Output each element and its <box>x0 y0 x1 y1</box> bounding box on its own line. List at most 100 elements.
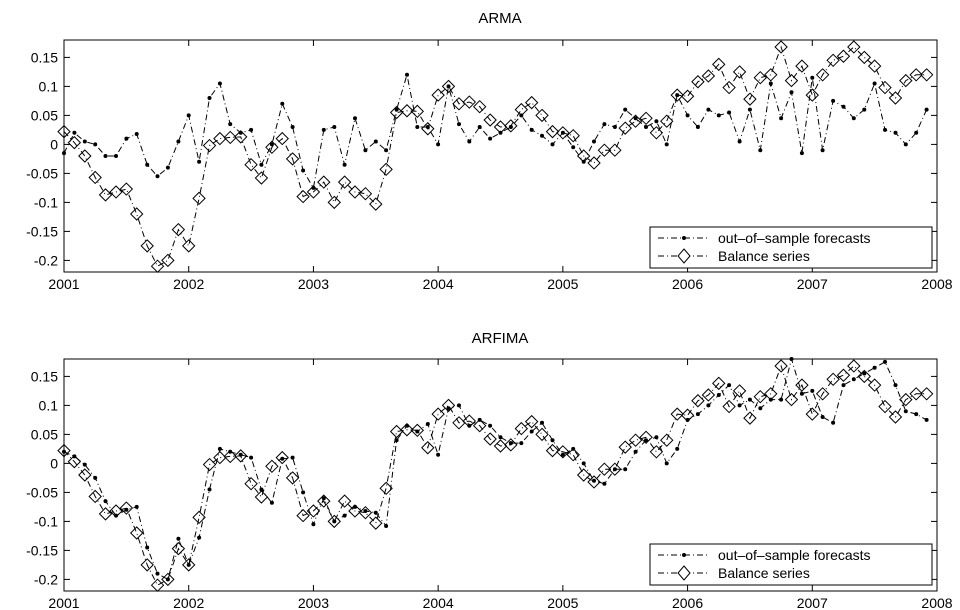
data-point <box>145 162 150 167</box>
data-point <box>857 369 871 384</box>
data-point <box>165 577 170 582</box>
legend-balance-marker <box>677 565 691 581</box>
data-point <box>176 536 181 541</box>
data-point <box>540 420 544 425</box>
x-tick-label: 2001 <box>48 595 79 610</box>
data-point <box>618 440 632 454</box>
data-point <box>727 110 732 115</box>
data-point <box>217 81 222 86</box>
y-tick-label: 0.1 <box>39 78 59 94</box>
data-point <box>737 403 742 408</box>
data-point <box>384 524 389 528</box>
data-point <box>768 81 773 86</box>
data-point <box>358 505 373 520</box>
data-point <box>893 130 898 135</box>
data-point <box>269 142 274 147</box>
data-point <box>514 102 529 117</box>
x-tick-label: 2004 <box>423 276 454 292</box>
x-tick-label: 2007 <box>797 595 828 610</box>
data-point <box>176 139 181 144</box>
data-point <box>836 368 851 382</box>
data-point <box>623 107 628 112</box>
data-point <box>867 59 882 73</box>
data-point <box>217 446 222 451</box>
data-point <box>202 138 217 153</box>
data-point <box>62 151 66 156</box>
x-tick-label: 2005 <box>547 595 578 610</box>
data-point <box>660 114 674 128</box>
data-point <box>373 510 378 515</box>
y-tick-label: 0.05 <box>31 107 58 123</box>
data-point <box>249 127 254 132</box>
data-point <box>758 406 763 411</box>
data-point <box>109 185 123 199</box>
data-point <box>296 189 310 204</box>
data-point <box>290 455 295 460</box>
data-point <box>259 487 264 492</box>
data-point <box>182 239 196 253</box>
data-point <box>535 108 549 123</box>
series-line <box>63 74 928 190</box>
data-point <box>774 359 788 373</box>
data-point <box>446 84 451 89</box>
data-point <box>878 80 892 95</box>
data-point <box>878 399 892 414</box>
data-point <box>909 68 923 82</box>
data-point <box>425 422 430 426</box>
x-tick-label: 2004 <box>423 595 454 610</box>
data-point <box>171 541 186 556</box>
data-point <box>685 113 690 118</box>
data-point <box>103 154 108 158</box>
data-point <box>332 519 337 524</box>
legend: out–of–sample forecasts Balance series <box>649 226 933 269</box>
data-point <box>405 72 409 77</box>
data-point <box>472 99 487 114</box>
data-point <box>254 490 269 504</box>
data-point <box>317 175 331 189</box>
data-point <box>862 107 867 112</box>
data-point <box>119 182 134 196</box>
data-point <box>592 478 596 483</box>
data-point <box>140 239 154 253</box>
y-tick-label: -0.2 <box>34 252 58 268</box>
data-point <box>223 130 237 145</box>
data-point <box>285 471 300 485</box>
data-point <box>732 384 747 398</box>
data-point <box>639 111 653 126</box>
data-point <box>441 79 456 94</box>
data-point <box>369 516 383 530</box>
data-point <box>779 116 784 121</box>
data-point <box>851 116 856 121</box>
x-axis: 2001 2002 2003 2004 2005 2006 2007 2008 <box>48 359 953 610</box>
data-point <box>103 499 108 504</box>
data-point <box>612 125 617 129</box>
data-point <box>799 391 804 396</box>
data-point <box>285 152 300 166</box>
data-point <box>592 139 596 144</box>
data-point <box>311 522 316 527</box>
data-point <box>78 468 92 482</box>
y-tick-label: -0.05 <box>26 484 58 500</box>
data-point <box>883 359 887 364</box>
data-point <box>457 403 461 408</box>
data-point <box>820 415 825 419</box>
data-point <box>202 457 217 472</box>
data-point <box>67 454 82 469</box>
series-balance <box>57 359 934 592</box>
legend: out–of–sample forecasts Balance series <box>649 543 933 586</box>
y-tick-label: -0.1 <box>34 194 58 210</box>
data-point <box>810 75 815 80</box>
data-point <box>321 127 326 132</box>
legend-box <box>649 543 933 586</box>
legend-balance-marker <box>677 248 691 264</box>
data-point <box>691 75 705 89</box>
data-point <box>165 165 170 170</box>
data-point <box>633 116 638 121</box>
data-point <box>899 392 913 407</box>
data-point <box>379 481 393 496</box>
data-point <box>140 558 154 572</box>
legend-forecasts-label: out–of–sample forecasts <box>718 547 871 563</box>
data-point <box>789 357 794 361</box>
data-point <box>872 81 877 86</box>
data-point <box>550 142 555 147</box>
